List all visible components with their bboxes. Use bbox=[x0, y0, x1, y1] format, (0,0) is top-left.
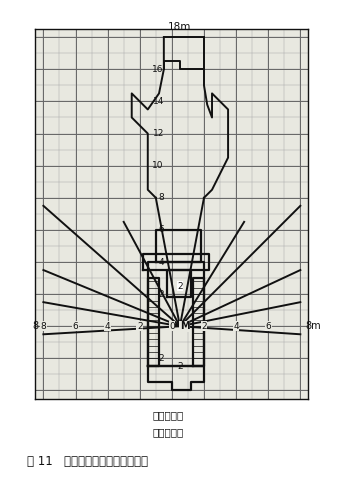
Text: 16: 16 bbox=[152, 65, 164, 74]
Text: 12: 12 bbox=[152, 129, 164, 138]
Text: 6: 6 bbox=[73, 322, 79, 331]
Text: 6: 6 bbox=[265, 322, 271, 331]
Text: 试验地点：: 试验地点： bbox=[153, 428, 184, 437]
Text: 10: 10 bbox=[152, 161, 164, 170]
Text: 4: 4 bbox=[233, 322, 239, 331]
Text: 8m: 8m bbox=[305, 321, 321, 331]
Text: M: M bbox=[180, 321, 189, 331]
Text: 2: 2 bbox=[158, 290, 164, 298]
Text: 14: 14 bbox=[152, 97, 164, 106]
Text: 8: 8 bbox=[158, 193, 164, 202]
Text: 8: 8 bbox=[32, 321, 38, 331]
Text: 2: 2 bbox=[137, 322, 143, 331]
Text: 0: 0 bbox=[169, 322, 175, 331]
Text: 图 11   推土机视野性能试验示意图: 图 11 推土机视野性能试验示意图 bbox=[27, 455, 148, 468]
Text: 2: 2 bbox=[201, 322, 207, 331]
Text: 2: 2 bbox=[177, 281, 183, 291]
Text: 18m: 18m bbox=[168, 22, 192, 33]
Text: 4: 4 bbox=[105, 322, 111, 331]
Text: 2: 2 bbox=[158, 354, 164, 363]
Text: 6: 6 bbox=[158, 226, 164, 234]
Text: 4: 4 bbox=[158, 258, 164, 266]
Text: 出厂编号：: 出厂编号： bbox=[153, 411, 184, 420]
Text: 2: 2 bbox=[177, 362, 183, 371]
Text: 8: 8 bbox=[40, 322, 46, 331]
